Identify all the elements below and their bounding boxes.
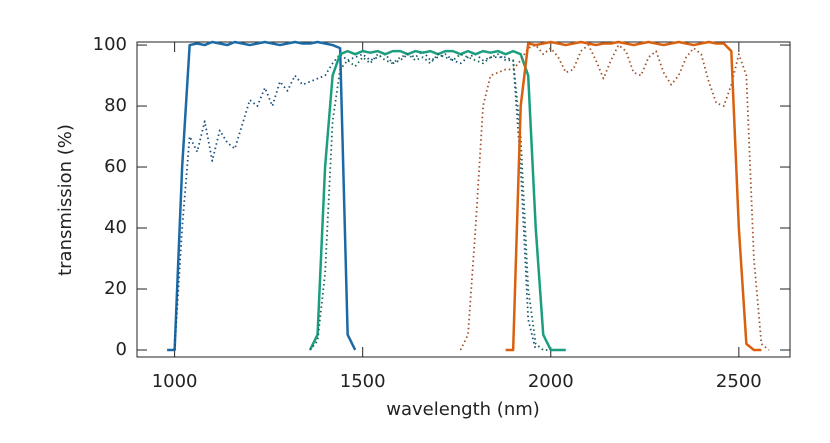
- series-line: [459, 44, 770, 351]
- x-tick-label: 1500: [340, 371, 386, 392]
- y-tick-label: 0: [116, 339, 127, 360]
- x-axis-label: wavelength (nm): [386, 399, 540, 420]
- series-line: [308, 49, 566, 352]
- y-tick-label: 60: [104, 156, 127, 177]
- y-tick-label: 80: [104, 95, 127, 116]
- y-axis-label: transmission (%): [55, 124, 76, 276]
- y-tick-label: 100: [93, 34, 127, 55]
- x-tick-label: 2500: [716, 371, 762, 392]
- series-line: [505, 40, 762, 352]
- series-line: [167, 40, 357, 352]
- x-tick-label: 1000: [152, 371, 198, 392]
- series-line: [173, 50, 537, 351]
- y-tick-label: 40: [104, 217, 127, 238]
- plot-frame: [136, 41, 791, 358]
- y-tick-label: 20: [104, 278, 127, 299]
- x-tick-label: 2000: [528, 371, 574, 392]
